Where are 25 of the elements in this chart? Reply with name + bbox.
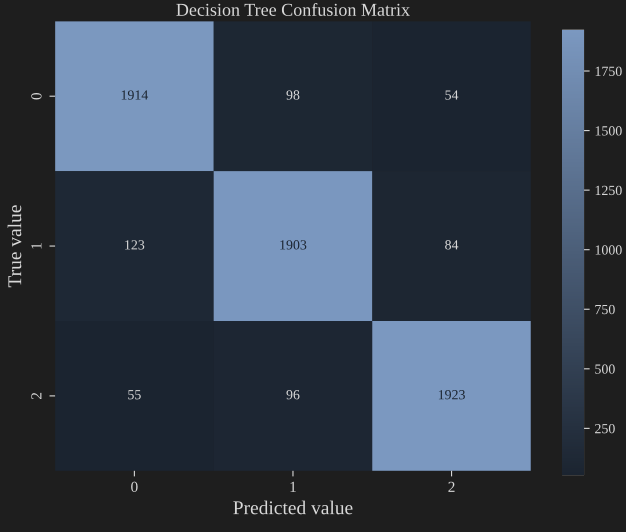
- data-label: 98: [286, 90, 300, 100]
- data-label: 1914: [122, 90, 148, 100]
- color-bar-label: 750: [595, 304, 615, 314]
- data-label: 123: [125, 240, 144, 250]
- y-axis-title: True value: [8, 205, 22, 288]
- color-bar-label: 1000: [596, 245, 622, 255]
- x-tick-label: 1: [290, 482, 296, 492]
- data-label: 1903: [280, 240, 306, 250]
- x-axis-title: Predicted value: [233, 500, 352, 514]
- chart-title: Decision Tree Confusion Matrix: [176, 3, 410, 16]
- y-tick-label: 0: [31, 92, 42, 100]
- y-tick-label: 1: [31, 243, 42, 249]
- data-label: 1923: [438, 390, 465, 400]
- color-bar-label: 1750: [596, 66, 622, 76]
- y-tick-label: 2: [31, 392, 42, 400]
- color-bar-label: 1250: [596, 186, 622, 196]
- color-bar-label: 1500: [596, 126, 622, 136]
- data-label: 55: [128, 390, 141, 400]
- data-label: 84: [445, 240, 458, 250]
- data-label: 54: [445, 90, 458, 100]
- x-tick-label: 2: [448, 482, 455, 492]
- data-label: 96: [286, 390, 300, 400]
- x-tick-label: 0: [131, 482, 138, 492]
- color-bar-label: 500: [595, 364, 615, 374]
- color-bar-label: 250: [595, 424, 615, 434]
